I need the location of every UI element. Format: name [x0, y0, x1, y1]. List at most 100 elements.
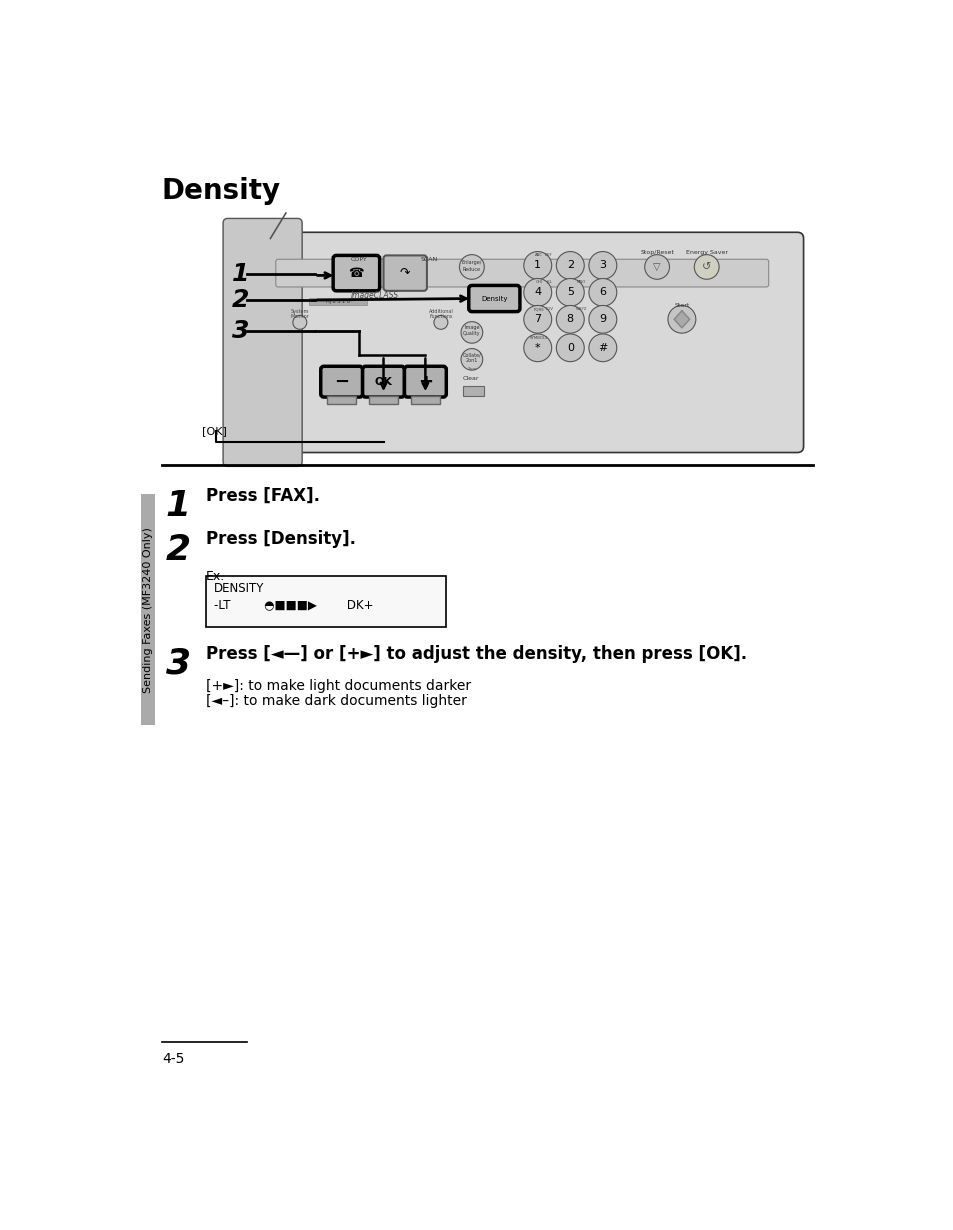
- FancyBboxPatch shape: [468, 285, 519, 311]
- Text: [+►]: to make light documents darker: [+►]: to make light documents darker: [206, 679, 471, 692]
- Text: 4: 4: [534, 288, 540, 298]
- Text: WXYZ: WXYZ: [575, 308, 586, 311]
- Text: JKL: JKL: [545, 280, 551, 284]
- Text: Reduce: Reduce: [462, 267, 480, 272]
- Circle shape: [460, 321, 482, 343]
- Text: MNO: MNO: [576, 280, 585, 284]
- FancyBboxPatch shape: [223, 219, 302, 466]
- Text: OK: OK: [375, 376, 392, 386]
- Circle shape: [667, 305, 695, 333]
- Text: Tone: Tone: [467, 368, 476, 371]
- Text: Press [FAX].: Press [FAX].: [206, 487, 319, 506]
- Circle shape: [523, 333, 551, 362]
- Text: Density: Density: [480, 295, 507, 301]
- Text: Start: Start: [674, 303, 689, 308]
- Text: Monitor: Monitor: [290, 315, 309, 320]
- Bar: [309, 298, 367, 305]
- Circle shape: [588, 305, 617, 333]
- Circle shape: [459, 255, 484, 279]
- Circle shape: [588, 333, 617, 362]
- Bar: [141, 494, 154, 726]
- Text: 7: 7: [534, 315, 540, 325]
- Text: 3: 3: [232, 319, 250, 343]
- FancyBboxPatch shape: [404, 367, 446, 397]
- Circle shape: [523, 252, 551, 279]
- Text: 2: 2: [166, 533, 191, 567]
- Text: ↷: ↷: [399, 267, 410, 279]
- Circle shape: [556, 252, 583, 279]
- Text: Image: Image: [464, 325, 479, 331]
- Text: Collate/: Collate/: [462, 352, 480, 357]
- Text: Clear: Clear: [462, 376, 478, 381]
- Text: -LT         ◓■■■▶        DK+: -LT ◓■■■▶ DK+: [213, 598, 373, 611]
- Text: Ex.: Ex.: [206, 569, 225, 583]
- Text: ☎: ☎: [348, 267, 364, 279]
- Text: Quality: Quality: [462, 331, 480, 337]
- Circle shape: [434, 315, 447, 330]
- Text: DENSITY: DENSITY: [213, 582, 264, 595]
- Text: ▽: ▽: [653, 262, 660, 272]
- Text: Additional: Additional: [428, 309, 453, 314]
- Circle shape: [556, 333, 583, 362]
- Text: 1: 1: [534, 261, 540, 271]
- Circle shape: [556, 305, 583, 333]
- Text: 0: 0: [566, 343, 573, 353]
- Text: 4-5: 4-5: [162, 1053, 184, 1066]
- Text: 3: 3: [598, 261, 606, 271]
- Text: 1: 1: [232, 262, 250, 285]
- Text: +: +: [417, 373, 433, 391]
- FancyBboxPatch shape: [320, 367, 362, 397]
- Text: −: −: [334, 373, 349, 391]
- Circle shape: [588, 252, 617, 279]
- Text: COPY: COPY: [351, 257, 368, 262]
- Text: 6: 6: [598, 288, 606, 298]
- Text: 1: 1: [166, 490, 191, 524]
- Text: 2: 2: [232, 288, 250, 312]
- Text: System: System: [291, 309, 309, 314]
- Text: Stop/Reset: Stop/Reset: [639, 250, 674, 255]
- Circle shape: [644, 255, 669, 279]
- Text: ABC: ABC: [535, 253, 542, 257]
- Text: *: *: [535, 343, 540, 353]
- Text: Press [◄—] or [+►] to adjust the density, then press [OK].: Press [◄—] or [+►] to adjust the density…: [206, 645, 746, 663]
- Bar: [410, 396, 439, 403]
- Circle shape: [293, 315, 307, 330]
- Text: TUV: TUV: [544, 308, 552, 311]
- FancyBboxPatch shape: [249, 232, 802, 453]
- Circle shape: [523, 278, 551, 306]
- Text: Energy Saver: Energy Saver: [685, 250, 727, 255]
- Text: 3: 3: [166, 647, 191, 680]
- Text: [◄–]: to make dark documents lighter: [◄–]: to make dark documents lighter: [206, 694, 466, 708]
- Text: HJ 2 3 1 U: HJ 2 3 1 U: [325, 299, 350, 304]
- Text: PQRS: PQRS: [534, 308, 544, 311]
- Bar: [462, 386, 484, 396]
- Circle shape: [588, 278, 617, 306]
- Text: Density: Density: [162, 177, 281, 205]
- Text: ↺: ↺: [701, 262, 711, 272]
- Polygon shape: [674, 311, 689, 327]
- Text: 2on1: 2on1: [465, 358, 477, 363]
- Text: Enlarge/: Enlarge/: [461, 260, 481, 264]
- Text: 9: 9: [598, 315, 606, 325]
- Text: imageCLASS: imageCLASS: [351, 292, 398, 300]
- Circle shape: [556, 278, 583, 306]
- Text: 8: 8: [566, 315, 574, 325]
- Circle shape: [694, 255, 719, 279]
- Bar: [327, 396, 356, 403]
- FancyBboxPatch shape: [333, 256, 379, 290]
- Text: Sending Faxes (MF3240 Only): Sending Faxes (MF3240 Only): [143, 526, 152, 692]
- Text: #: #: [598, 343, 607, 353]
- Text: Press [Density].: Press [Density].: [206, 530, 355, 549]
- FancyBboxPatch shape: [383, 256, 427, 290]
- Text: SCAN: SCAN: [420, 257, 437, 262]
- Text: GHI: GHI: [536, 280, 542, 284]
- FancyBboxPatch shape: [275, 260, 768, 287]
- Text: [OK]: [OK]: [202, 426, 227, 435]
- Text: SYMBOLS: SYMBOLS: [530, 336, 548, 339]
- Text: Functions: Functions: [429, 315, 452, 320]
- FancyBboxPatch shape: [362, 367, 404, 397]
- Circle shape: [523, 305, 551, 333]
- Bar: [206, 576, 446, 626]
- Circle shape: [460, 348, 482, 370]
- Text: DEF: DEF: [544, 253, 552, 257]
